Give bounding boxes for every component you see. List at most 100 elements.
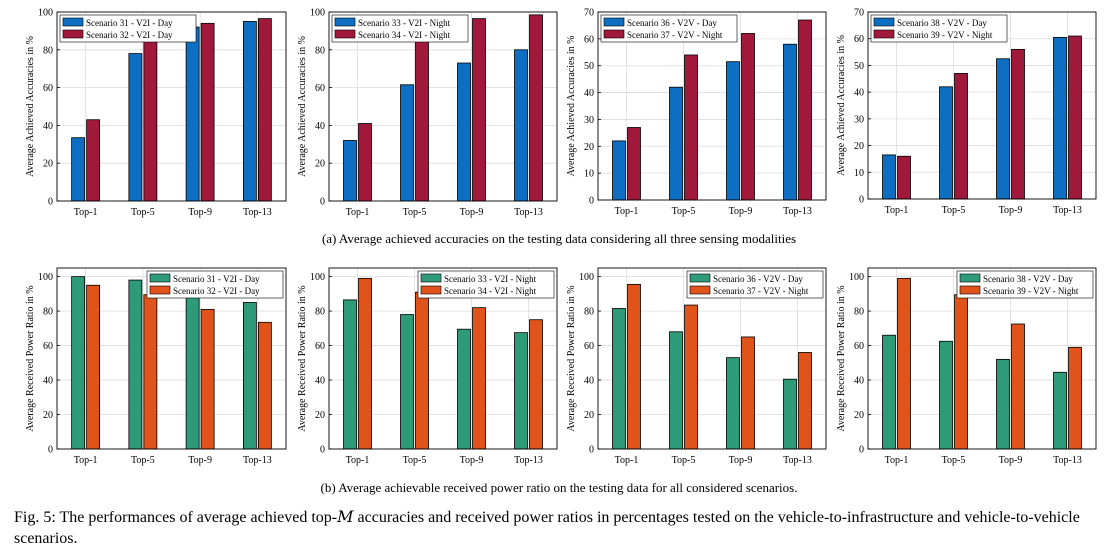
y-tick-label: 10 [584, 169, 594, 180]
y-tick-label: 0 [589, 196, 594, 207]
legend-swatch [334, 17, 356, 27]
bar [128, 53, 143, 202]
y-tick-label: 80 [854, 307, 864, 318]
bar [996, 58, 1010, 200]
x-tick-label: Top-5 [672, 206, 696, 217]
x-tick-label: Top-9 [188, 207, 212, 218]
bar [798, 352, 812, 450]
y-tick-label: 0 [48, 445, 53, 456]
x-tick-label: Top-13 [1053, 205, 1082, 216]
bar [343, 299, 357, 450]
y-tick-label: 20 [854, 141, 864, 152]
bar [627, 127, 641, 201]
figure-caption-variable: M [337, 507, 354, 526]
y-tick-label: 70 [854, 8, 864, 19]
bar [996, 358, 1010, 450]
bar [726, 61, 740, 201]
y-tick-label: 20 [315, 410, 325, 421]
bar [669, 86, 683, 201]
legend-entry: Scenario 34 - V2I - Night [358, 30, 451, 40]
bar [242, 21, 257, 202]
y-tick-label: 60 [43, 341, 53, 352]
y-axis-label: Average Received Power Ratio in % [297, 285, 308, 431]
x-tick-label: Top-1 [74, 207, 98, 218]
plot-frame [597, 267, 827, 450]
y-tick-label: 0 [589, 445, 594, 456]
x-tick-label: Top-9 [460, 207, 484, 218]
y-tick-label: 30 [854, 114, 864, 125]
y-tick-label: 50 [584, 61, 594, 72]
bar [185, 293, 200, 450]
x-tick-label: Top-13 [514, 455, 543, 466]
x-tick-label: Top-9 [729, 455, 753, 466]
y-tick-label: 40 [854, 88, 864, 99]
legend-entry: Scenario 34 - V2I - Night [444, 286, 537, 296]
x-tick-label: Top-5 [672, 455, 696, 466]
bar [1068, 35, 1082, 200]
x-tick-label: Top-9 [729, 206, 753, 217]
y-tick-label: 0 [859, 445, 864, 456]
y-tick-label: 20 [43, 410, 53, 421]
legend-swatch [420, 285, 442, 295]
legend-swatch [603, 29, 625, 39]
legend: Scenario 33 - V2I - Night Scenario 34 - V… [417, 270, 555, 299]
y-tick-label: 80 [315, 307, 325, 318]
x-tick-label: Top-1 [615, 455, 639, 466]
y-tick-label: 40 [315, 121, 325, 132]
y-tick-label: 100 [849, 272, 864, 283]
y-tick-label: 20 [584, 410, 594, 421]
y-axis-label: Average Achieved Accuracies in % [566, 36, 577, 177]
bar [257, 321, 272, 450]
bar [200, 308, 215, 450]
y-tick-label: 0 [48, 197, 53, 208]
bar [71, 137, 86, 202]
y-tick-label: 60 [43, 83, 53, 94]
figure-caption-suffix: accuracies and received power ratios in … [14, 509, 1080, 547]
legend-entry: Scenario 36 - V2V - Day [713, 274, 803, 284]
y-tick-label: 60 [315, 83, 325, 94]
y-tick-label: 30 [584, 115, 594, 126]
legend-entry: Scenario 37 - V2V - Night [713, 286, 809, 296]
bar [400, 84, 414, 202]
x-tick-label: Top-5 [942, 455, 966, 466]
y-tick-label: 20 [315, 159, 325, 170]
bar [684, 304, 698, 450]
bar [612, 308, 626, 450]
legend-entry: Scenario 39 - V2V - Night [897, 30, 993, 40]
legend-entry: Scenario 31 - V2I - Day [173, 274, 260, 284]
bar [798, 19, 812, 201]
legend-swatch [873, 29, 895, 39]
y-tick-label: 60 [584, 341, 594, 352]
y-tick-label: 40 [43, 121, 53, 132]
bar [514, 49, 528, 202]
y-tick-label: 60 [584, 34, 594, 45]
legend-swatch [689, 285, 711, 295]
bar [612, 140, 626, 201]
bar [71, 276, 86, 450]
bar [954, 294, 968, 450]
x-tick-label: Top-1 [74, 455, 98, 466]
bar [415, 30, 429, 202]
y-tick-label: 80 [315, 45, 325, 56]
y-axis-label: Average Received Power Ratio in % [836, 285, 847, 431]
legend: Scenario 38 - V2V - Day Scenario 39 - V2V… [956, 270, 1094, 299]
x-tick-label: Top-9 [999, 455, 1023, 466]
y-tick-label: 60 [854, 341, 864, 352]
chart-6: 0 20 40 60 80 100 Top-1 Top-5 Top-9 Top-13 Average… [297, 267, 558, 466]
x-tick-label: Top-1 [346, 207, 370, 218]
subcaption-b: (b) Average achievable received power ra… [320, 480, 798, 495]
bar [1053, 371, 1067, 450]
bar [897, 155, 911, 200]
bar [1068, 346, 1082, 450]
y-axis-label: Average Achieved Accuracies in % [836, 35, 847, 176]
figure-caption: Fig. 5: The performances of average achi… [14, 506, 1114, 549]
plot-frame [867, 11, 1097, 200]
bar [86, 284, 101, 450]
chart-1: 0 20 40 60 80 100 Top-1 Top-5 Top-9 Top-13 Average… [25, 8, 287, 218]
bar [1011, 323, 1025, 450]
x-tick-label: Top-13 [783, 455, 812, 466]
legend: Scenario 36 - V2V - Day Scenario 37 - V2V… [600, 14, 738, 43]
y-tick-label: 40 [43, 376, 53, 387]
bar [939, 86, 953, 200]
y-tick-label: 100 [38, 272, 53, 283]
